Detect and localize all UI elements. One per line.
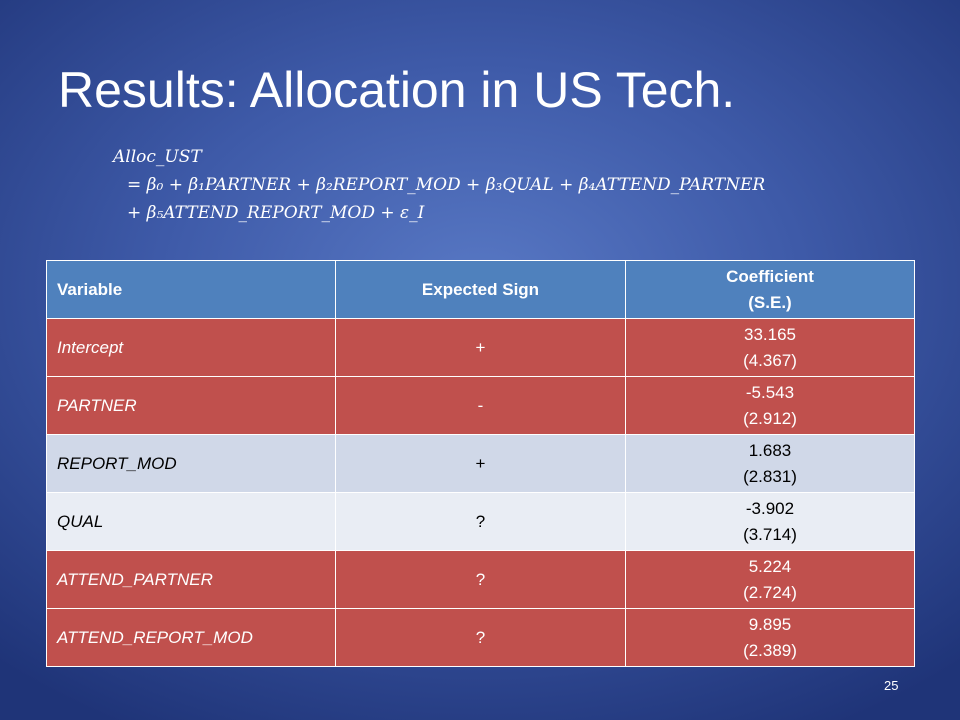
row-coefficient: 1.683 (748, 440, 792, 460)
row-variable: QUAL (46, 492, 336, 551)
table-row: Intercept + 33.165 (4.367) (46, 318, 915, 377)
slide-title: Results: Allocation in US Tech. (58, 62, 736, 118)
row-coefficient-cell: 1.683 (2.831) (625, 434, 915, 493)
row-variable: REPORT_MOD (46, 434, 336, 493)
header-variable: Variable (46, 260, 336, 319)
header-coefficient-label: Coefficient (726, 266, 814, 286)
row-standard-error: (3.714) (743, 524, 797, 544)
table-row: QUAL ? -3.902 (3.714) (46, 492, 915, 551)
row-coefficient: 5.224 (748, 556, 792, 576)
row-standard-error: (4.367) (743, 350, 797, 370)
table-row: ATTEND_PARTNER ? 5.224 (2.724) (46, 550, 915, 609)
results-table: Variable Expected Sign Coefficient (S.E.… (46, 260, 915, 667)
row-expected-sign: + (335, 318, 626, 377)
header-coefficient: Coefficient (S.E.) (625, 260, 915, 319)
row-coefficient: 33.165 (744, 324, 796, 344)
equation-line-3: + β₅ATTEND_REPORT_MOD + ε_I (127, 203, 425, 223)
row-standard-error: (2.831) (743, 466, 797, 486)
equation-line-2: = β₀ + β₁PARTNER + β₂REPORT_MOD + β₃QUAL… (127, 175, 766, 195)
page-number: 25 (884, 678, 899, 693)
table-row: PARTNER - -5.543 (2.912) (46, 376, 915, 435)
row-coefficient-cell: -5.543 (2.912) (625, 376, 915, 435)
regression-equation: Alloc_UST = β₀ + β₁PARTNER + β₂REPORT_MO… (113, 143, 953, 227)
table-row: REPORT_MOD + 1.683 (2.831) (46, 434, 915, 493)
row-standard-error: (2.912) (743, 408, 797, 428)
row-coefficient: -5.543 (745, 382, 795, 402)
header-se-label: (S.E.) (748, 292, 792, 312)
row-variable: ATTEND_PARTNER (46, 550, 336, 609)
header-expected-sign: Expected Sign (335, 260, 626, 319)
equation-line-1: Alloc_UST (113, 147, 202, 167)
row-variable: ATTEND_REPORT_MOD (46, 608, 336, 667)
row-coefficient: 9.895 (748, 614, 792, 634)
row-variable: PARTNER (46, 376, 336, 435)
row-coefficient-cell: -3.902 (3.714) (625, 492, 915, 551)
table-row: ATTEND_REPORT_MOD ? 9.895 (2.389) (46, 608, 915, 667)
row-expected-sign: - (335, 376, 626, 435)
table-header-row: Variable Expected Sign Coefficient (S.E.… (46, 260, 915, 319)
row-coefficient-cell: 33.165 (4.367) (625, 318, 915, 377)
row-variable: Intercept (46, 318, 336, 377)
row-standard-error: (2.724) (743, 582, 797, 602)
row-expected-sign: ? (335, 492, 626, 551)
row-standard-error: (2.389) (743, 640, 797, 660)
row-expected-sign: ? (335, 608, 626, 667)
row-coefficient-cell: 9.895 (2.389) (625, 608, 915, 667)
row-expected-sign: ? (335, 550, 626, 609)
row-coefficient-cell: 5.224 (2.724) (625, 550, 915, 609)
row-coefficient: -3.902 (745, 498, 795, 518)
row-expected-sign: + (335, 434, 626, 493)
